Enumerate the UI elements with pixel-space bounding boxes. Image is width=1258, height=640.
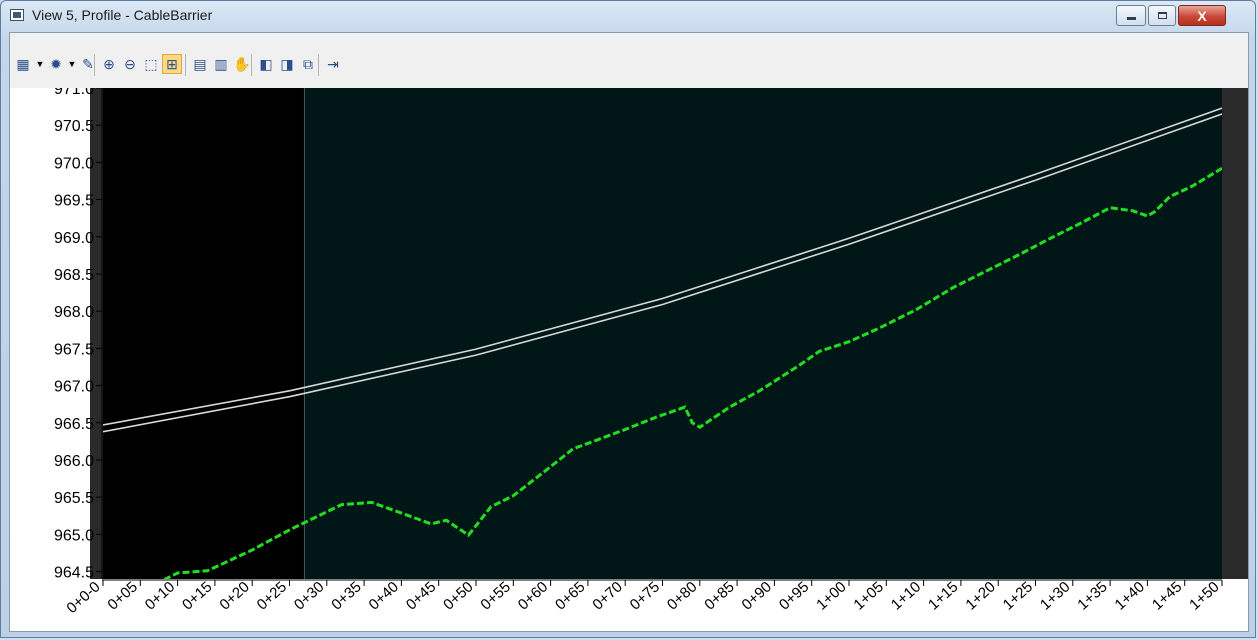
y-tick-label: 966.5	[54, 416, 94, 433]
window-area-button[interactable]: ⬚	[141, 54, 161, 74]
update-view-button[interactable]: ✎	[78, 54, 98, 74]
pan-view-button[interactable]: ✋	[232, 54, 252, 74]
close-button[interactable]: X	[1178, 5, 1226, 26]
view-previous-grid-button[interactable]: ▥	[211, 54, 231, 74]
grid-icon: ▥	[214, 56, 228, 72]
y-tick-label: 965.5	[54, 490, 94, 507]
toolbar-separator	[94, 54, 95, 76]
zoom-in-button[interactable]: ⊕	[99, 54, 119, 74]
zoom-in-icon: ⊕	[103, 56, 115, 72]
toolbar-separator	[251, 54, 252, 76]
restore-icon	[1157, 12, 1167, 19]
window-title: View 5, Profile - CableBarrier	[32, 7, 213, 23]
zoom-out-icon: ⊖	[124, 56, 136, 72]
copy-view-button[interactable]: ⧉	[298, 54, 318, 74]
window-area-icon: ⬚	[144, 56, 158, 72]
chevron-down-icon: ▼	[35, 59, 45, 69]
y-tick-label: 965.0	[54, 527, 94, 544]
view-client-area: ▦ ▼ ✹ ▼ ✎ ⊕ ⊖ ⬚ ⊞ ▤ ▥ ✋ ◧ ◨ ⧉ ⇥ 964.5 965.0 965.5 966.0 966…	[9, 32, 1249, 632]
y-tick-label: 969.5	[54, 193, 94, 210]
y-tick-label: 964.5	[54, 565, 94, 582]
left-gutter	[90, 88, 103, 579]
right-gutter	[1222, 88, 1248, 579]
y-tick-label: 970.0	[54, 155, 94, 172]
display-style-button[interactable]: ✹	[46, 54, 66, 74]
y-tick-label: 969.0	[54, 230, 94, 247]
view-attributes-icon: ▦	[16, 56, 30, 72]
profile-chart[interactable]: 964.5 965.0 965.5 966.0 966.5 967.0 967.5 968.0…	[10, 81, 1248, 631]
y-tick-label: 968.5	[54, 267, 94, 284]
y-tick-label: 967.0	[54, 379, 94, 396]
existing-ground-profile-line	[162, 167, 1222, 579]
view-next-icon: ◨	[280, 56, 294, 72]
camera-icon: ⇥	[327, 56, 339, 72]
close-icon: X	[1197, 7, 1207, 24]
chevron-down-icon: ▼	[67, 59, 77, 69]
fit-view-button[interactable]: ⊞	[162, 54, 182, 74]
view-attributes-button[interactable]: ▦	[13, 54, 33, 74]
display-style-dropdown[interactable]: ▼	[67, 54, 77, 74]
design-profile-line-2	[103, 113, 1222, 433]
view-attributes-dropdown[interactable]: ▼	[35, 54, 45, 74]
y-tick-label: 970.5	[54, 118, 94, 135]
view-window-icon[interactable]	[10, 9, 24, 21]
hand-icon: ✋	[233, 56, 251, 72]
toolbar-separator	[185, 54, 186, 76]
active-range-band	[304, 88, 1222, 579]
y-tick-label: 971.0	[54, 88, 94, 98]
sun-icon: ✹	[50, 56, 62, 72]
view-previous-icon: ◧	[259, 56, 273, 72]
minimize-button[interactable]	[1116, 5, 1146, 26]
fit-view-icon: ⊞	[166, 56, 178, 72]
rotate-icon: ▤	[193, 56, 207, 72]
y-tick-label: 966.0	[54, 453, 94, 470]
camera-button[interactable]: ⇥	[323, 54, 343, 74]
zoom-out-button[interactable]: ⊖	[120, 54, 140, 74]
title-bar[interactable]: View 5, Profile - CableBarrier X	[1, 1, 1255, 31]
view-toolbar: ▦ ▼ ✹ ▼ ✎ ⊕ ⊖ ⬚ ⊞ ▤ ▥ ✋ ◧ ◨ ⧉ ⇥	[10, 33, 1248, 87]
copy-view-icon: ⧉	[303, 56, 313, 72]
rotate-view-button[interactable]: ▤	[190, 54, 210, 74]
toolbar-separator	[318, 54, 319, 76]
design-profile-line-1	[103, 107, 1222, 426]
minimize-icon	[1126, 17, 1136, 20]
maximize-button[interactable]	[1148, 5, 1176, 26]
pencil-icon: ✎	[82, 56, 94, 72]
view-next-button[interactable]: ◨	[277, 54, 297, 74]
view-previous-button[interactable]: ◧	[256, 54, 276, 74]
profile-plot[interactable]: 964.5 965.0 965.5 966.0 966.5 967.0 967.5 968.0…	[10, 81, 1248, 631]
y-tick-label: 968.0	[54, 304, 94, 321]
y-tick-label: 967.5	[54, 341, 94, 358]
